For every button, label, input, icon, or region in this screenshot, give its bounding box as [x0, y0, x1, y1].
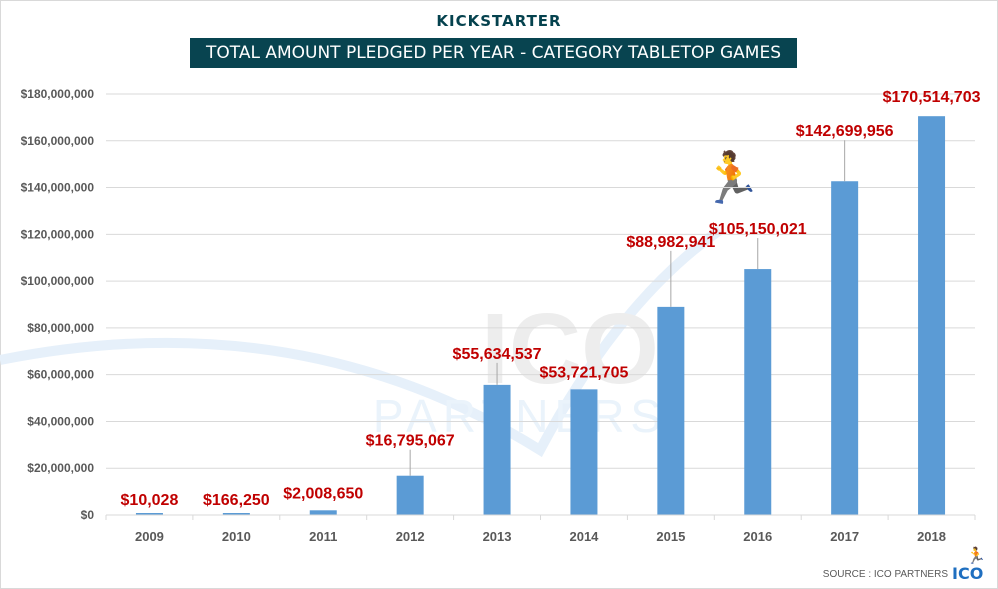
x-tick-label: 2011 — [309, 529, 337, 544]
bar — [918, 116, 946, 515]
watermark-partners: PARTNERS — [373, 390, 667, 442]
x-tick-label: 2013 — [483, 529, 512, 544]
y-tick-label: $160,000,000 — [21, 134, 95, 148]
watermark-ico: ICO — [481, 293, 659, 405]
ico-logo: ICO — [952, 564, 984, 583]
data-label: $10,028 — [121, 492, 179, 509]
bar — [657, 306, 685, 515]
x-tick-label: 2016 — [743, 529, 772, 544]
y-tick-label: $180,000,000 — [21, 87, 95, 101]
bar — [222, 513, 250, 515]
runner-watermark-icon: 🏃 — [700, 149, 762, 206]
data-label: $105,150,021 — [709, 221, 807, 238]
data-label: $16,795,067 — [366, 433, 455, 450]
data-label: $170,514,703 — [883, 89, 981, 106]
x-tick-label: 2014 — [569, 529, 599, 544]
data-label: $2,008,650 — [283, 485, 363, 502]
y-tick-label: $20,000,000 — [27, 461, 94, 475]
source-note: SOURCE : ICO PARTNERS — [822, 569, 948, 580]
runner-icon: 🏃 — [966, 548, 986, 565]
ico-partners-watermark: ICO PARTNERS 🏃 — [0, 149, 762, 458]
bar — [744, 269, 772, 515]
y-tick-label: $40,000,000 — [27, 414, 94, 428]
x-tick-label: 2015 — [656, 529, 685, 544]
bar — [483, 384, 511, 515]
bar — [570, 389, 598, 515]
kickstarter-logo: KICKSTARTER — [436, 12, 562, 30]
y-tick-label: $100,000,000 — [21, 274, 95, 288]
data-label: $142,699,956 — [796, 123, 894, 140]
x-tick-label: 2012 — [396, 529, 425, 544]
x-tick-label: 2018 — [917, 529, 946, 544]
data-label: $55,634,537 — [453, 346, 542, 363]
y-tick-label: $80,000,000 — [27, 321, 94, 335]
x-tick-label: 2009 — [135, 529, 164, 544]
data-label: $53,721,705 — [539, 364, 628, 381]
bar — [309, 510, 337, 515]
chart-title: TOTAL AMOUNT PLEDGED PER YEAR - CATEGORY… — [190, 38, 797, 68]
data-label: $166,250 — [203, 492, 270, 509]
y-tick-label: $140,000,000 — [21, 181, 95, 195]
y-tick-label: $120,000,000 — [21, 227, 95, 241]
data-label: $88,982,941 — [626, 234, 715, 251]
x-tick-label: 2017 — [830, 529, 859, 544]
bar — [831, 181, 859, 515]
bar — [135, 513, 163, 515]
y-tick-label: $60,000,000 — [27, 368, 94, 382]
y-tick-label: $0 — [81, 508, 95, 522]
bar — [396, 475, 424, 515]
x-tick-label: 2010 — [222, 529, 251, 544]
